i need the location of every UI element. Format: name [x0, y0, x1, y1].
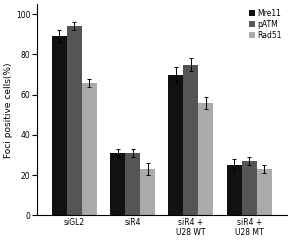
Bar [168, 74, 183, 215]
Y-axis label: Foci positive cells(%): Foci positive cells(%) [4, 62, 13, 158]
Bar [82, 83, 97, 215]
Bar [125, 153, 140, 215]
Bar [227, 165, 242, 215]
Bar [183, 65, 198, 215]
Bar [110, 153, 125, 215]
Legend: Mre11, pATM, Rad51: Mre11, pATM, Rad51 [248, 8, 283, 40]
Bar [140, 169, 155, 215]
Bar [67, 26, 82, 215]
Bar [257, 169, 272, 215]
Bar [52, 36, 67, 215]
Bar [242, 161, 257, 215]
Bar [198, 103, 214, 215]
